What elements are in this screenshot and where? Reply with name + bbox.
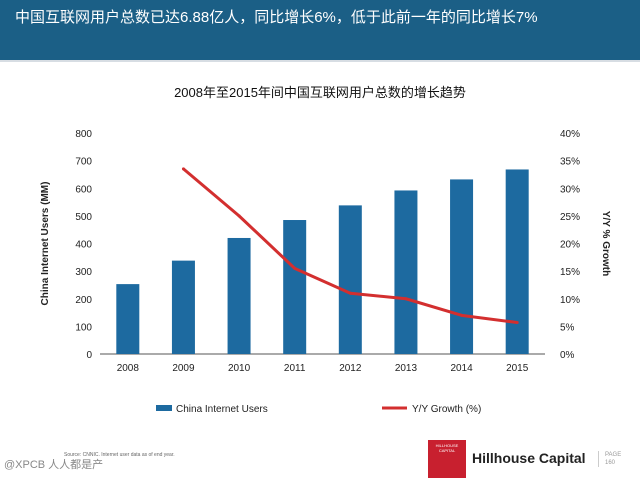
bar-2015 (505, 169, 529, 354)
bar-2011 (283, 220, 307, 354)
bar-2010 (227, 237, 251, 354)
slide-header: 中国互联网用户总数已达6.88亿人，同比增长6%，低于此前一年的同比增长7% (0, 0, 640, 60)
x-tick-label: 2009 (172, 363, 195, 374)
y-left-axis-title: China Internet Users (MM) (40, 182, 51, 306)
bar-2014 (450, 179, 474, 354)
x-tick-label: 2015 (506, 363, 529, 374)
source-note: Source: CNNIC. Internet user data as of … (64, 452, 175, 458)
growth-point (460, 313, 464, 317)
page-indicator: PAGE 160 (598, 451, 621, 467)
y-right-tick-label: 15% (560, 267, 580, 278)
growth-point (181, 167, 185, 171)
slide-title: 中国互联网用户总数已达6.88亿人，同比增长6%，低于此前一年的同比增长7% (15, 9, 538, 26)
y-left-tick-label: 100 (75, 322, 92, 333)
bar-2012 (338, 205, 362, 354)
watermark: @XPCB 人人都是产 (4, 459, 104, 471)
y-right-tick-label: 5% (560, 322, 575, 333)
y-left-tick-label: 700 (75, 157, 92, 168)
y-right-axis-title: Y/Y % Growth (600, 211, 611, 276)
y-right-tick-label: 35% (560, 157, 580, 168)
y-left-tick-label: 200 (75, 295, 92, 306)
y-right-tick-label: 25% (560, 212, 580, 223)
y-left-tick-label: 400 (75, 240, 92, 251)
x-tick-label: 2012 (339, 363, 362, 374)
header-divider (0, 60, 640, 62)
bar-2009 (171, 260, 195, 354)
page-label: PAGE (605, 452, 622, 458)
x-tick-label: 2013 (395, 363, 418, 374)
y-left-tick-label: 600 (75, 184, 92, 195)
x-tick-label: 2014 (450, 363, 473, 374)
y-right-tick-label: 30% (560, 184, 580, 195)
hillhouse-logo: HILLHOUSE CAPITAL (428, 440, 466, 478)
legend-label-line: Y/Y Growth (%) (412, 404, 481, 415)
y-right-tick-label: 0% (560, 350, 575, 361)
y-left-tick-label: 800 (75, 129, 92, 140)
y-right-tick-label: 40% (560, 129, 580, 140)
legend-swatch-bar (156, 405, 172, 411)
y-left-tick-label: 500 (75, 212, 92, 223)
chart-title: 2008年至2015年间中国互联网用户总数的增长趋势 (174, 85, 466, 100)
x-tick-label: 2010 (228, 363, 251, 374)
y-right-tick-label: 20% (560, 240, 580, 251)
growth-point (515, 321, 519, 325)
y-right-tick-label: 10% (560, 295, 580, 306)
growth-point (348, 291, 352, 295)
page-number: 160 (605, 460, 616, 466)
y-left-tick-label: 300 (75, 267, 92, 278)
x-tick-label: 2008 (117, 363, 140, 374)
growth-point (404, 297, 408, 301)
growth-point (293, 266, 297, 270)
bar-2013 (394, 190, 418, 354)
growth-point (237, 214, 241, 218)
bar-2008 (116, 284, 140, 354)
y-left-tick-label: 0 (86, 350, 92, 361)
logo-text: HILLHOUSE CAPITAL (435, 443, 459, 453)
x-tick-label: 2011 (284, 363, 306, 374)
legend-label-bar: China Internet Users (176, 404, 268, 415)
brand-name: Hillhouse Capital (472, 450, 586, 466)
